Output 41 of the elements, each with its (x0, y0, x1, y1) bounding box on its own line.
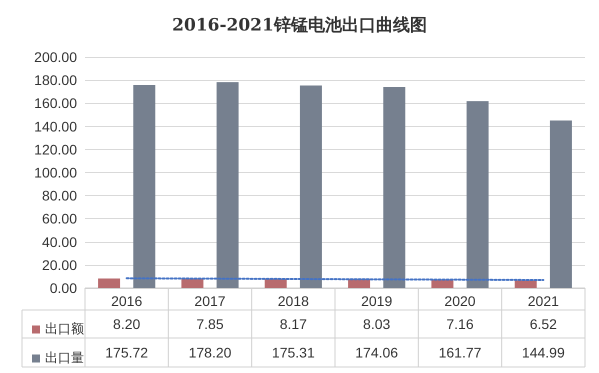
data-label: 8.20 (113, 316, 141, 332)
y-tick-label: 180.00 (34, 72, 78, 88)
bar (514, 280, 537, 288)
data-label: 175.31 (272, 344, 315, 360)
y-tick-label: 0.00 (50, 280, 78, 296)
x-tick-label: 2017 (194, 293, 226, 309)
chart-title: 2016-2021锌锰电池出口曲线图 (172, 16, 427, 36)
data-label: 6.52 (530, 316, 558, 332)
y-tick-label: 160.00 (34, 95, 78, 112)
bar (466, 101, 489, 288)
data-label: 7.16 (446, 316, 474, 332)
y-tick-label: 100.00 (34, 164, 78, 180)
x-tick-label: 2016 (111, 293, 142, 309)
data-label: 175.72 (105, 344, 148, 360)
data-label: 8.17 (280, 316, 308, 332)
y-tick-label: 140.00 (34, 118, 78, 134)
x-tick-label: 2020 (444, 293, 476, 309)
y-tick-label: 120.00 (34, 141, 78, 158)
legend-label: 出口额 (45, 322, 84, 337)
data-label: 174.06 (355, 344, 398, 360)
bar (300, 86, 322, 288)
bar (133, 85, 156, 288)
bar (216, 82, 239, 288)
x-tick-label: 2021 (528, 293, 560, 309)
y-tick-label: 20.00 (42, 256, 78, 273)
x-tick-label: 2018 (278, 293, 310, 309)
data-label: 178.20 (188, 344, 232, 360)
bar (98, 278, 120, 288)
x-tick-label: 2019 (361, 293, 392, 309)
y-tick-label: 80.00 (42, 188, 78, 204)
y-tick-label: 60.00 (42, 210, 78, 227)
y-tick-label: 200.00 (34, 49, 78, 65)
data-label: 7.85 (196, 316, 224, 332)
bar (181, 278, 204, 288)
bar (383, 86, 406, 288)
legend-label: 出口量 (45, 351, 84, 366)
y-tick-label: 40.00 (42, 234, 78, 250)
data-label: 161.77 (438, 344, 482, 360)
bar (550, 120, 572, 288)
data-label: 144.99 (522, 344, 565, 360)
data-label: 8.03 (363, 316, 391, 332)
